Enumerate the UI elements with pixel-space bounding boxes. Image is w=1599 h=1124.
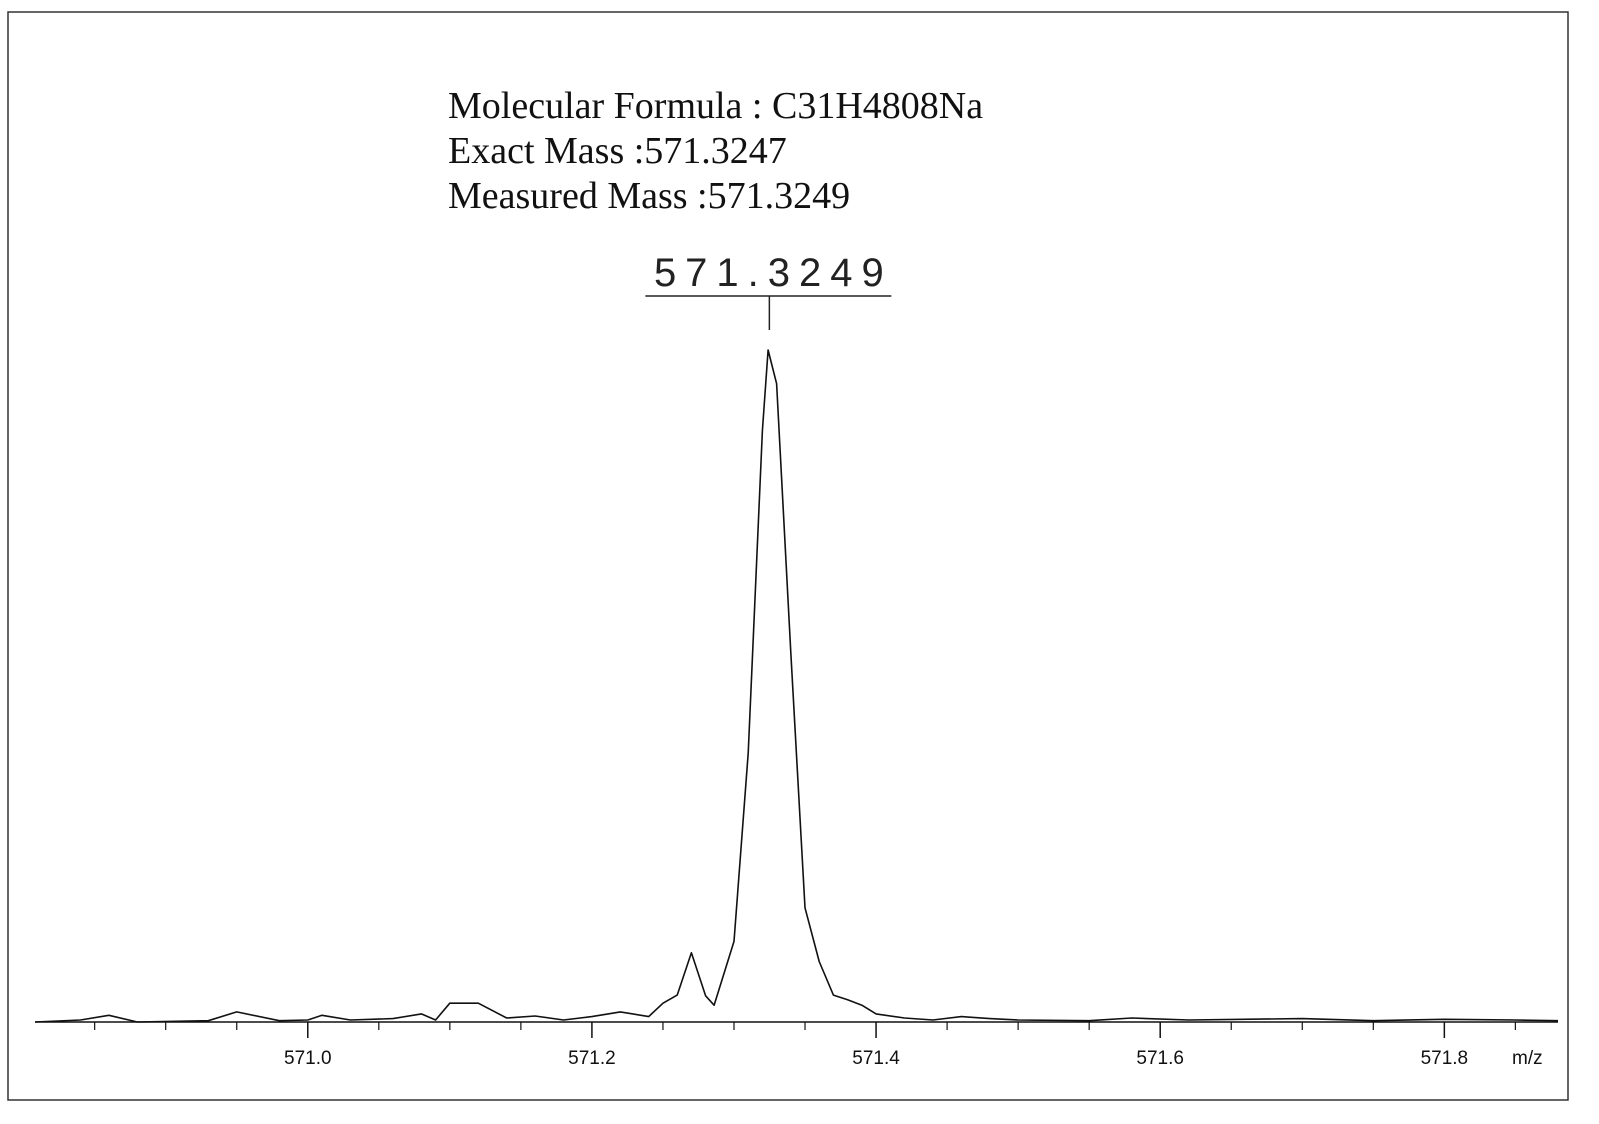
x-tick-label: 571.6 — [1136, 1048, 1184, 1069]
x-tick-label: 571.2 — [568, 1048, 616, 1069]
annotation: Measured Mass :571.3249 — [448, 175, 850, 217]
annotation: Exact Mass :571.3247 — [448, 130, 787, 172]
x-axis-label: m/z — [1512, 1048, 1543, 1069]
x-tick-label: 571.0 — [284, 1048, 332, 1069]
spectrum-line — [34, 349, 1559, 1023]
frame — [7, 11, 1569, 1101]
annotation: Molecular Formula : C31H4808Na — [448, 85, 983, 127]
x-tick-label: 571.4 — [852, 1048, 900, 1069]
peak-label: 571.3249 — [654, 251, 893, 295]
x-tick-label: 571.8 — [1421, 1048, 1469, 1069]
